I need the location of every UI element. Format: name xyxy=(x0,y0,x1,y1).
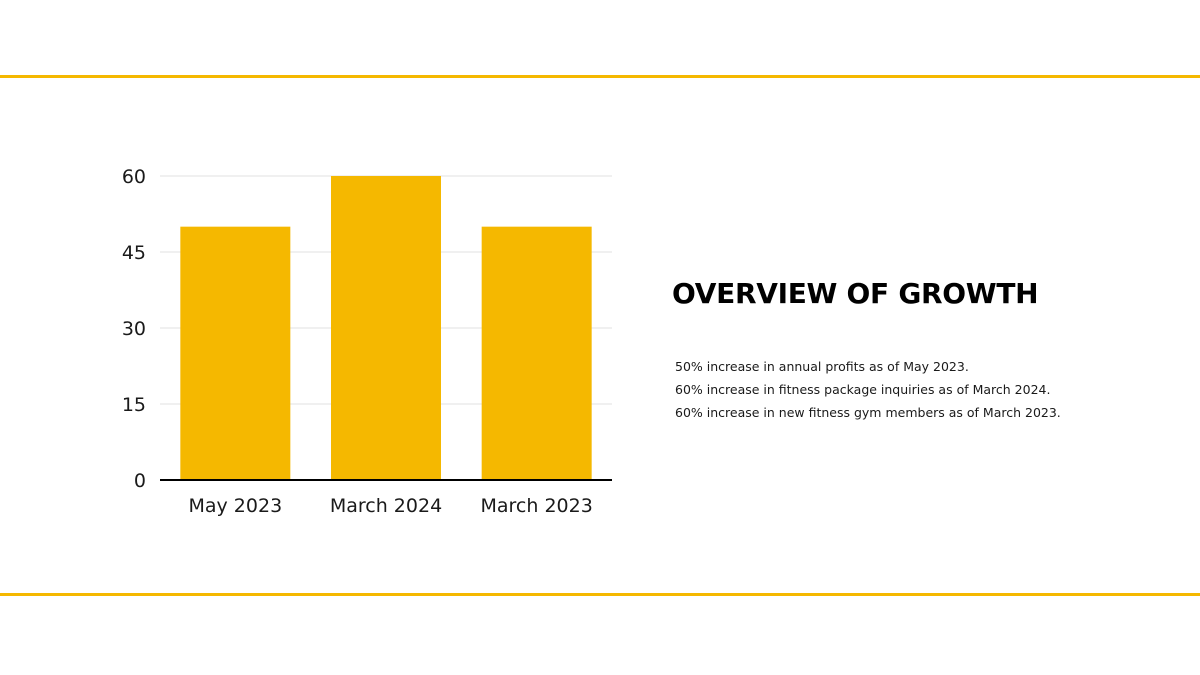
y-tick-label: 60 xyxy=(122,166,146,188)
bar xyxy=(180,226,291,480)
top-divider xyxy=(0,75,1200,78)
overview-panel: OVERVIEW OF GROWTH 50% increase in annua… xyxy=(672,275,1152,424)
x-tick-label: March 2024 xyxy=(330,495,442,517)
y-tick-label: 0 xyxy=(134,470,146,492)
y-tick-label: 15 xyxy=(122,394,146,416)
bar-chart-svg: 0 15 30 45 60 May 2023 March 2024 March 2023 xyxy=(122,166,612,517)
overview-points: 50% increase in annual profits as of May… xyxy=(675,355,1152,424)
overview-point: 50% increase in annual profits as of May… xyxy=(675,359,969,374)
overview-point: 60% increase in fitness package inquirie… xyxy=(675,382,1051,397)
x-tick-label: May 2023 xyxy=(188,495,282,517)
x-tick-label: March 2023 xyxy=(481,495,593,517)
growth-bar-chart: 0 15 30 45 60 May 2023 March 2024 March 2023 xyxy=(100,150,640,530)
bar xyxy=(331,176,441,480)
bottom-divider xyxy=(0,593,1200,596)
bar xyxy=(481,226,592,480)
overview-point: 60% increase in new fitness gym members … xyxy=(675,405,1061,420)
y-tick-label: 45 xyxy=(122,242,146,264)
overview-title: OVERVIEW OF GROWTH xyxy=(672,277,1039,310)
y-tick-label: 30 xyxy=(122,318,146,340)
